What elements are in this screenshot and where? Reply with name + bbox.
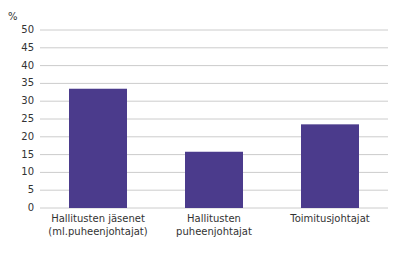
y-tick-label: 45 [21, 42, 34, 53]
bar [185, 152, 243, 208]
grid-line [40, 47, 388, 48]
grid-line [40, 30, 388, 31]
y-axis: 0 5 10 15 20 25 30 35 40 45 50 [21, 24, 34, 213]
y-tick-label: 50 [21, 24, 34, 35]
y-tick-label: 25 [21, 113, 34, 124]
y-tick-label: 40 [21, 60, 34, 71]
x-axis: Hallitusten jäsenet(ml.puheenjohtajat) Ha… [48, 213, 369, 237]
y-tick-label: 10 [21, 166, 34, 177]
grid-line [40, 65, 388, 66]
x-tick-label: Hallitustenpuheenjohtajat [176, 213, 252, 237]
y-tick-label: 0 [28, 202, 34, 213]
y-tick-label: 35 [21, 77, 34, 88]
grid [40, 30, 388, 208]
bars [69, 89, 359, 208]
bar [69, 89, 127, 208]
chart: 0 5 10 15 20 25 30 35 40 45 50% Hallitusten jäsenet… [0, 0, 400, 256]
y-tick-label: 5 [28, 184, 34, 195]
x-tick-label: Toimitusjohtajat [289, 213, 369, 224]
y-tick-label: 20 [21, 131, 34, 142]
bar [301, 124, 359, 208]
x-tick-label: Hallitusten jäsenet(ml.puheenjohtajat) [48, 213, 147, 237]
chart-container: 0 5 10 15 20 25 30 35 40 45 50% Hallitusten jäsenet… [0, 0, 400, 256]
y-axis-label: % [8, 11, 18, 22]
grid-line [40, 83, 388, 84]
y-tick-label: 15 [21, 149, 34, 160]
y-tick-label: 30 [21, 95, 34, 106]
